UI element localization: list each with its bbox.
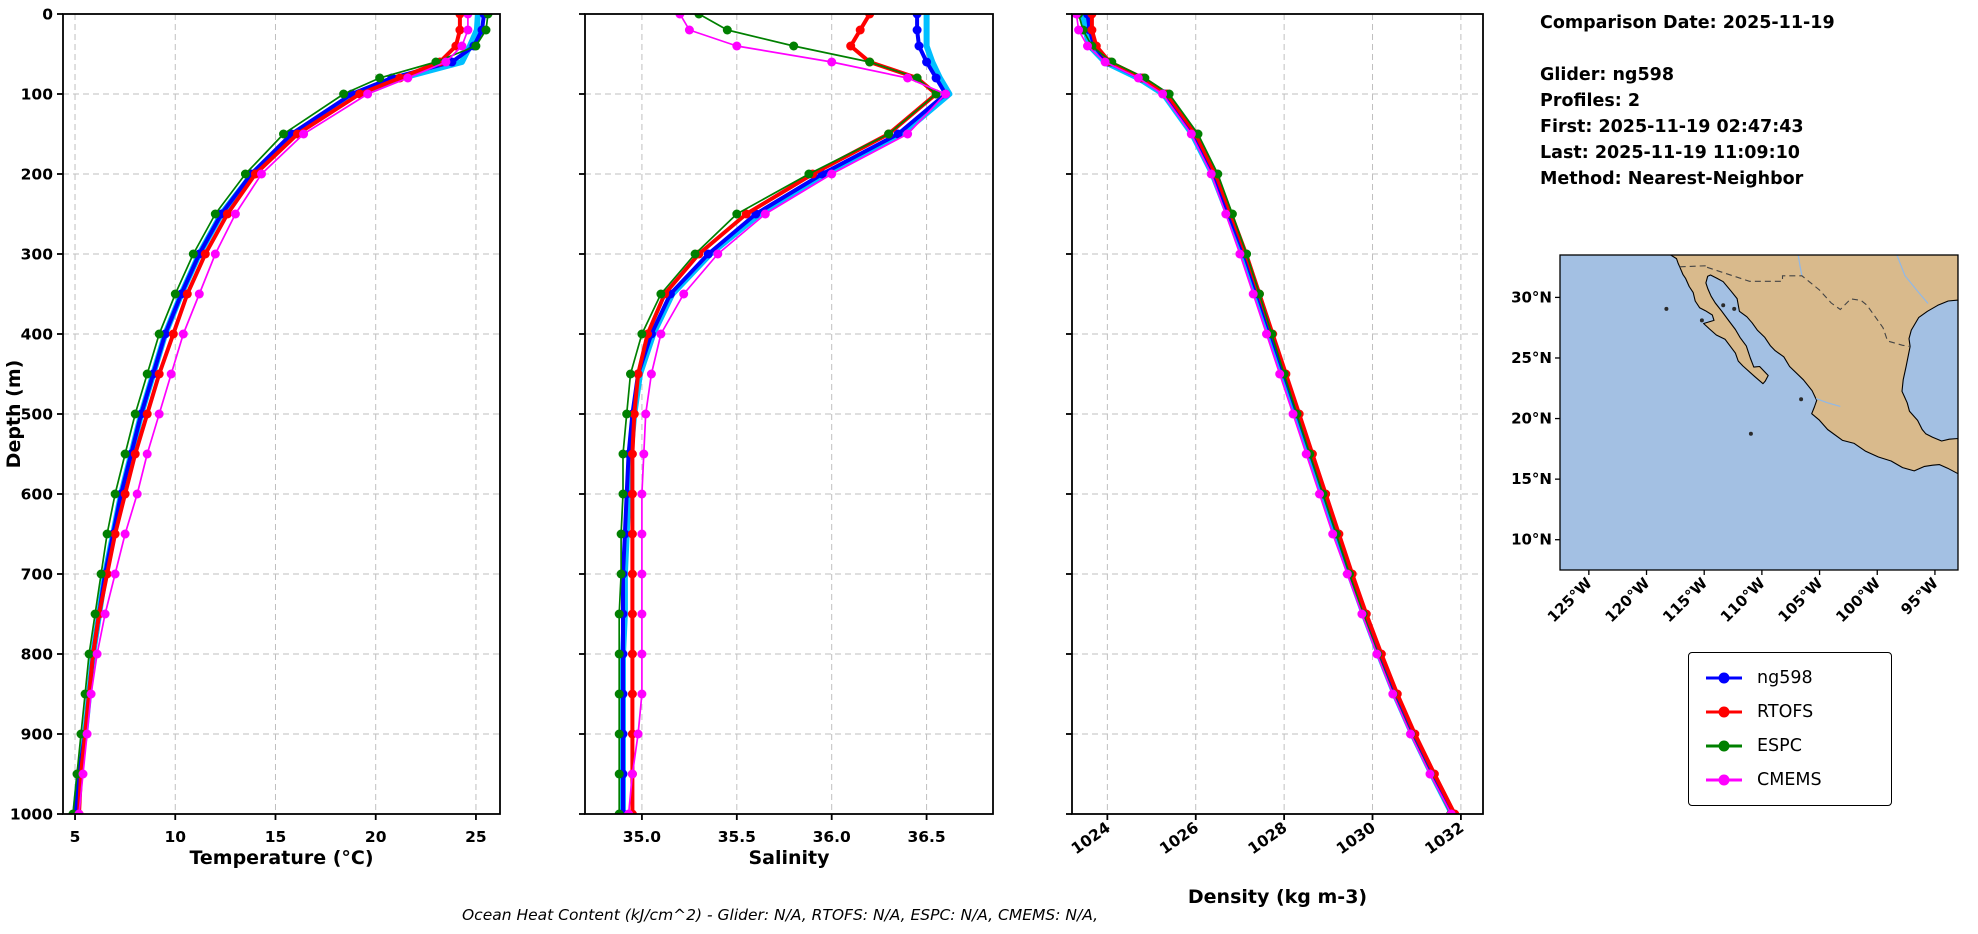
svg-text:10: 10 bbox=[164, 828, 186, 846]
glider-text: Glider: ng598 bbox=[1540, 65, 1674, 85]
svg-text:95°W: 95°W bbox=[1897, 574, 1942, 619]
svg-text:700: 700 bbox=[21, 566, 54, 584]
svg-text:0: 0 bbox=[42, 6, 53, 24]
svg-text:125°W: 125°W bbox=[1544, 574, 1596, 626]
legend-entry-ng598: ng598 bbox=[1703, 661, 1883, 695]
salinity-xlabel: Salinity bbox=[748, 847, 830, 869]
svg-text:20: 20 bbox=[365, 828, 387, 846]
map-us-mexico-border bbox=[1679, 265, 1911, 348]
svg-text:600: 600 bbox=[21, 486, 54, 504]
map-frame bbox=[1559, 254, 1959, 571]
legend-marker-RTOFS-icon bbox=[1706, 706, 1742, 718]
temperature-axis-ticks: 5 10 15 20 25 0 100 200 300 400 500 600 700 800 900 100… bbox=[10, 6, 487, 847]
info-panel: Comparison Date: 2025-11-19 Glider: ng59… bbox=[1540, 10, 1835, 192]
svg-text:25: 25 bbox=[465, 828, 487, 846]
legend-label-ng598: ng598 bbox=[1757, 668, 1813, 688]
temperature-ESPC-markers bbox=[68, 14, 493, 814]
svg-text:25°N: 25°N bbox=[1511, 349, 1552, 367]
density-subplot: 1024 1026 1028 1030 1032 Density (kg m-3) bbox=[1066, 13, 1484, 908]
svg-text:36.0: 36.0 bbox=[813, 828, 851, 846]
comparison-date-text: Comparison Date: 2025-11-19 bbox=[1540, 13, 1835, 33]
map-river-0 bbox=[1896, 255, 1929, 304]
temperature-ESPC-line bbox=[72, 14, 489, 814]
legend-label-ESPC: ESPC bbox=[1757, 736, 1802, 756]
svg-text:1000: 1000 bbox=[10, 806, 53, 824]
svg-text:20°N: 20°N bbox=[1511, 410, 1552, 428]
legend-marker-CMEMS-icon bbox=[1706, 774, 1742, 786]
svg-text:120°W: 120°W bbox=[1601, 574, 1653, 626]
temperature-xlabel: Temperature (°C) bbox=[189, 847, 373, 869]
map-river-2 bbox=[1815, 398, 1841, 407]
svg-text:110°W: 110°W bbox=[1717, 574, 1769, 626]
svg-text:500: 500 bbox=[21, 406, 54, 424]
location-map: 30°N 25°N 20°N 15°N 10°N 125°W 120°W 115°W 110°W… bbox=[1511, 254, 1959, 626]
first-profile-text: First: 2025-11-19 02:47:43 bbox=[1540, 117, 1804, 137]
map-island-1 bbox=[1699, 318, 1704, 323]
svg-text:15°N: 15°N bbox=[1511, 470, 1552, 488]
svg-text:35.0: 35.0 bbox=[623, 828, 661, 846]
temperature-CMEMS-line bbox=[78, 14, 469, 814]
svg-text:1032: 1032 bbox=[1422, 819, 1468, 858]
legend-marker-ng598-icon bbox=[1706, 672, 1742, 684]
svg-text:30°N: 30°N bbox=[1511, 288, 1552, 306]
map-river-1 bbox=[1797, 255, 1803, 276]
svg-text:1026: 1026 bbox=[1156, 819, 1202, 858]
svg-text:5: 5 bbox=[70, 828, 81, 846]
last-profile-text: Last: 2025-11-19 11:09:10 bbox=[1540, 143, 1800, 163]
svg-text:35.5: 35.5 bbox=[718, 828, 756, 846]
density-CMEMS-markers bbox=[1072, 14, 1456, 814]
legend-label-RTOFS: RTOFS bbox=[1757, 702, 1814, 722]
method-text: Method: Nearest-Neighbor bbox=[1540, 169, 1804, 189]
map-island-2 bbox=[1732, 306, 1737, 311]
legend: ng598 RTOFS ESPC CMEMS bbox=[1688, 652, 1892, 806]
legend-marker-ESPC-icon bbox=[1706, 740, 1742, 752]
svg-text:100°W: 100°W bbox=[1832, 574, 1884, 626]
svg-text:400: 400 bbox=[21, 326, 54, 344]
svg-text:105°W: 105°W bbox=[1775, 574, 1827, 626]
density-ng598-markers bbox=[1083, 14, 1458, 814]
temperature-CMEMS-markers bbox=[74, 14, 473, 814]
svg-text:10°N: 10°N bbox=[1511, 531, 1552, 549]
svg-text:1024: 1024 bbox=[1068, 818, 1114, 858]
svg-text:15: 15 bbox=[265, 828, 287, 846]
legend-entry-ESPC: ESPC bbox=[1703, 729, 1883, 763]
map-island-5 bbox=[1748, 431, 1753, 436]
profiles-text: Profiles: 2 bbox=[1540, 91, 1641, 111]
legend-entry-CMEMS: CMEMS bbox=[1703, 763, 1883, 797]
salinity-subplot: 35.0 35.5 36.0 36.5 Salinity bbox=[579, 13, 994, 869]
svg-text:100: 100 bbox=[21, 86, 54, 104]
map-island-4 bbox=[1799, 397, 1804, 402]
svg-text:800: 800 bbox=[21, 646, 54, 664]
density-xlabel: Density (kg m-3) bbox=[1188, 886, 1367, 908]
svg-text:300: 300 bbox=[21, 246, 54, 264]
map-land-mexico bbox=[1670, 255, 1958, 475]
ocean-heat-content-caption: Ocean Heat Content (kJ/cm^2) - Glider: N… bbox=[461, 906, 1099, 924]
info-panel-spacer bbox=[1540, 36, 1835, 62]
legend-entry-RTOFS: RTOFS bbox=[1703, 695, 1883, 729]
depth-ylabel: Depth (m) bbox=[3, 360, 25, 469]
legend-label-CMEMS: CMEMS bbox=[1757, 770, 1822, 790]
svg-text:115°W: 115°W bbox=[1659, 574, 1711, 626]
salinity-CMEMS-line bbox=[627, 14, 947, 814]
svg-text:1028: 1028 bbox=[1245, 819, 1291, 858]
svg-text:1030: 1030 bbox=[1333, 818, 1379, 858]
density-grid bbox=[1072, 13, 1483, 815]
map-island-3 bbox=[1721, 303, 1726, 308]
temperature-subplot: 5 10 15 20 25 0 100 200 300 400 500 600 700 800 900 100… bbox=[3, 6, 501, 869]
svg-text:900: 900 bbox=[21, 726, 54, 744]
salinity-CMEMS-markers bbox=[624, 14, 951, 814]
svg-text:36.5: 36.5 bbox=[907, 828, 945, 846]
salinity-axis-ticks: 35.0 35.5 36.0 36.5 bbox=[579, 13, 946, 846]
density-CMEMS-line bbox=[1075, 14, 1453, 814]
svg-text:200: 200 bbox=[21, 166, 54, 184]
map-island-0 bbox=[1664, 306, 1669, 311]
